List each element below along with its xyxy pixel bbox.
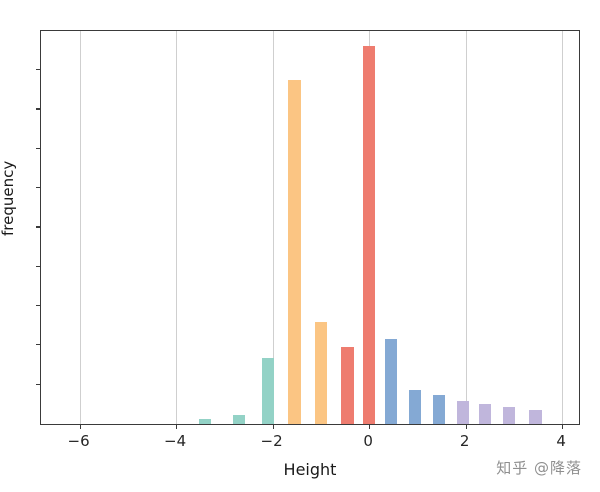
- x-axis-label: Height: [283, 460, 337, 479]
- x-tick: [272, 424, 274, 429]
- y-tick: [36, 383, 41, 385]
- x-tick: [79, 424, 81, 429]
- y-tick: [36, 304, 41, 307]
- histogram-bar: [456, 400, 470, 424]
- histogram-bar: [408, 390, 422, 424]
- histogram-bar: [314, 321, 328, 424]
- histogram-bar: [478, 404, 492, 424]
- histogram-bar: [362, 46, 376, 424]
- x-tick: [562, 424, 564, 429]
- watermark: 知乎 @降落: [496, 459, 582, 477]
- x-tick: [176, 424, 178, 429]
- histogram-bar: [288, 80, 301, 424]
- x-tick-label: −2: [260, 432, 283, 450]
- histogram-bar: [198, 419, 212, 424]
- gridline: [562, 31, 564, 424]
- histogram-bar: [384, 338, 398, 424]
- y-tick: [36, 147, 41, 149]
- x-tick-label: 0: [363, 432, 373, 450]
- plot-area: [36, 30, 580, 429]
- y-tick: [36, 108, 41, 110]
- x-tick-label: 2: [459, 432, 470, 450]
- y-axis-label: frequency: [0, 160, 17, 236]
- gridline: [272, 31, 274, 424]
- histogram-bar: [232, 414, 246, 424]
- y-tick: [36, 344, 41, 346]
- y-tick: [36, 226, 41, 228]
- y-tick: [36, 265, 41, 267]
- gridline: [465, 31, 467, 424]
- histogram-bar: [502, 407, 516, 424]
- x-tick-label: 4: [556, 432, 566, 450]
- x-tick: [465, 424, 467, 429]
- gridline: [79, 31, 81, 424]
- x-tick-label: −6: [67, 432, 90, 450]
- histogram-bar: [261, 357, 275, 424]
- histogram-bar: [529, 410, 542, 424]
- y-tick: [36, 69, 41, 71]
- x-tick: [369, 424, 371, 429]
- histogram-bar: [432, 394, 446, 424]
- y-tick: [36, 187, 41, 189]
- gridline: [176, 31, 178, 424]
- histogram-bar: [341, 346, 354, 424]
- x-tick-label: −4: [164, 432, 187, 450]
